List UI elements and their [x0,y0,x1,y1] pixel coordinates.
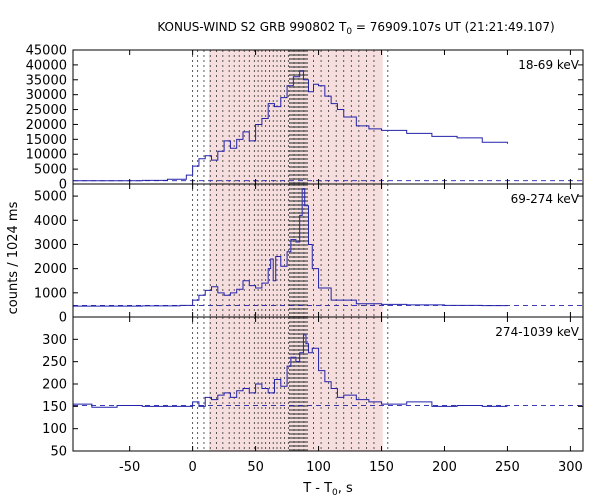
panel-3-y-tick-label: 300 [42,333,67,348]
panel-3-series [73,334,508,408]
panel-3-shaded-interval [209,317,383,451]
plot-area: 0500010000150002000025000300003500040000… [26,44,584,475]
chart-title: KONUS-WIND S2 GRB 990802 T0 = 76909.107s… [157,20,554,37]
panel-2-shaded-interval [209,184,383,317]
panel-1-y-tick-label: 30000 [26,88,67,103]
x-tick-label: 300 [558,460,583,475]
panel-3-y-tick-label: 150 [42,400,67,415]
panel-3-frame [72,316,584,452]
panel-1-series [73,70,508,182]
x-axis-label: T - T0, s [302,481,353,498]
x-tick-label: -50 [119,460,140,475]
y-axis-label: counts / 1024 ms [6,201,21,314]
panel-1-energy-label: 18-69 keV [518,58,580,72]
panel-1-y-tick-label: 45000 [26,44,67,59]
panel-2-y-tick-label: 1000 [34,286,67,301]
x-tick-label: 250 [495,460,520,475]
panel-1-y-tick-label: 20000 [26,118,67,133]
panel-1-y-tick-label: 25000 [26,103,67,118]
panel-1-y-tick-label: 10000 [26,148,67,163]
x-tick-label: 150 [369,460,394,475]
panel-1-y-tick-label: 40000 [26,58,67,73]
panel-2-y-tick-label: 3000 [34,238,67,253]
panel-2-y-tick-label: 0 [59,311,67,326]
panel-2-y-tick-label: 2000 [34,262,67,277]
x-tick-label: 200 [432,460,457,475]
panel-2-y-tick-label: 4000 [34,214,67,229]
panel-1-y-tick-label: 15000 [26,133,67,148]
x-tick-label: 0 [188,460,196,475]
panel-3-y-tick-label: 250 [42,355,67,370]
panel-3-y-tick-label: 200 [42,378,67,393]
panel-1-y-tick-label: 35000 [26,73,67,88]
panel-3-y-tick-label: 50 [50,445,67,460]
panel-2-series [73,188,508,307]
panel-3-energy-label: 274-1039 keV [495,325,579,339]
panel-1-y-tick-label: 0 [59,178,67,193]
panel-2-energy-label: 69-274 keV [511,192,580,206]
panel-1-y-tick-label: 5000 [34,163,67,178]
x-tick-label: 100 [306,460,331,475]
panel-2-y-tick-label: 5000 [34,190,67,205]
panel-3-y-tick-label: 100 [42,422,67,437]
x-tick-label: 50 [247,460,264,475]
